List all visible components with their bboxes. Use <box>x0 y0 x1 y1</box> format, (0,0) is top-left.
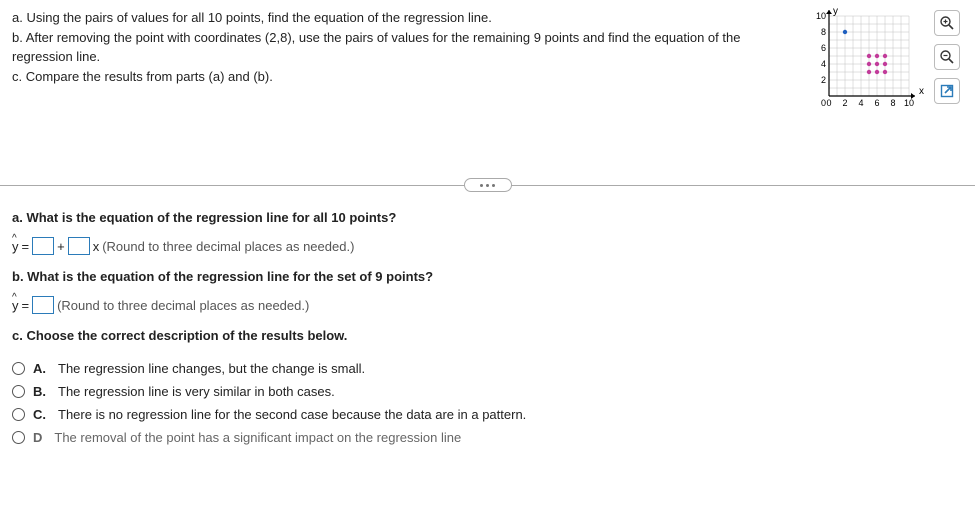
svg-text:4: 4 <box>858 98 863 108</box>
part-c-prompt: c. Choose the correct description of the… <box>12 328 963 343</box>
svg-text:0: 0 <box>821 98 826 108</box>
svg-text:8: 8 <box>890 98 895 108</box>
equals-sign-b: = <box>22 298 30 313</box>
zoom-in-icon <box>939 15 955 31</box>
scatter-chart: 0 2 4 6 8 10 2 4 6 8 10 0 x y <box>807 8 927 138</box>
hat-mark: ^ <box>12 233 17 244</box>
radio-d[interactable] <box>12 431 25 444</box>
svg-text:y: y <box>833 8 838 17</box>
radio-b[interactable] <box>12 385 25 398</box>
svg-text:x: x <box>919 86 924 97</box>
svg-text:2: 2 <box>842 98 847 108</box>
question-part-b: b. After removing the point with coordin… <box>12 28 797 67</box>
svg-text:10: 10 <box>816 11 826 21</box>
part-a-prompt-text: a. What is the equation of the regressio… <box>12 210 396 225</box>
svg-text:4: 4 <box>821 59 826 69</box>
zoom-out-button[interactable] <box>934 44 960 70</box>
radio-a[interactable] <box>12 362 25 375</box>
popout-button[interactable] <box>934 78 960 104</box>
part-b-equation: ^ y = (Round to three decimal places as … <box>12 296 963 314</box>
part-a-slope-input[interactable] <box>68 237 90 255</box>
part-a-prompt: a. What is the equation of the regressio… <box>12 210 963 225</box>
x-letter: x <box>93 239 100 254</box>
popout-icon <box>939 83 955 99</box>
choice-d-text: The removal of the point has a significa… <box>54 430 461 445</box>
part-c-prompt-text: c. Choose the correct description of the… <box>12 328 347 343</box>
hat-mark-b: ^ <box>12 292 17 303</box>
section-divider <box>0 178 975 192</box>
part-b-prompt-text: b. What is the equation of the regressio… <box>12 269 433 284</box>
zoom-in-button[interactable] <box>934 10 960 36</box>
choice-a[interactable]: A. The regression line changes, but the … <box>12 361 963 376</box>
svg-text:0: 0 <box>826 98 831 108</box>
choices-list: A. The regression line changes, but the … <box>12 361 963 445</box>
choice-c-text: There is no regression line for the seco… <box>58 407 526 422</box>
plus-sign: + <box>57 239 65 254</box>
part-a-equation: ^ y = + x (Round to three decimal places… <box>12 237 963 255</box>
choice-a-letter: A. <box>33 361 46 376</box>
answers-area: a. What is the equation of the regressio… <box>0 210 975 445</box>
choice-c-letter: C. <box>33 407 46 422</box>
part-b-hint: (Round to three decimal places as needed… <box>57 298 309 313</box>
equals-sign: = <box>22 239 30 254</box>
y-hat-symbol-b: ^ y <box>12 298 19 313</box>
choice-d[interactable]: D The removal of the point has a signifi… <box>12 430 963 445</box>
choice-d-letter: D <box>33 430 42 445</box>
choice-a-text: The regression line changes, but the cha… <box>58 361 365 376</box>
svg-text:6: 6 <box>874 98 879 108</box>
svg-text:8: 8 <box>821 27 826 37</box>
choice-b[interactable]: B. The regression line is very similar i… <box>12 384 963 399</box>
svg-text:10: 10 <box>904 98 914 108</box>
expand-pill-button[interactable] <box>464 178 512 192</box>
question-stem: a. Using the pairs of values for all 10 … <box>12 8 807 86</box>
svg-text:6: 6 <box>821 43 826 53</box>
part-b-prompt: b. What is the equation of the regressio… <box>12 269 963 284</box>
scatter-chart-svg: 0 2 4 6 8 10 2 4 6 8 10 0 x y <box>807 8 927 138</box>
part-a-intercept-input[interactable] <box>32 237 54 255</box>
choice-c[interactable]: C. There is no regression line for the s… <box>12 407 963 422</box>
question-part-c: c. Compare the results from parts (a) an… <box>12 67 797 87</box>
zoom-out-icon <box>939 49 955 65</box>
radio-c[interactable] <box>12 408 25 421</box>
tool-column <box>931 8 963 104</box>
y-hat-symbol: ^ y <box>12 239 19 254</box>
question-part-a: a. Using the pairs of values for all 10 … <box>12 8 797 28</box>
choice-b-text: The regression line is very similar in b… <box>58 384 335 399</box>
part-b-value-input[interactable] <box>32 296 54 314</box>
svg-text:2: 2 <box>821 75 826 85</box>
part-a-hint: (Round to three decimal places as needed… <box>102 239 354 254</box>
choice-b-letter: B. <box>33 384 46 399</box>
